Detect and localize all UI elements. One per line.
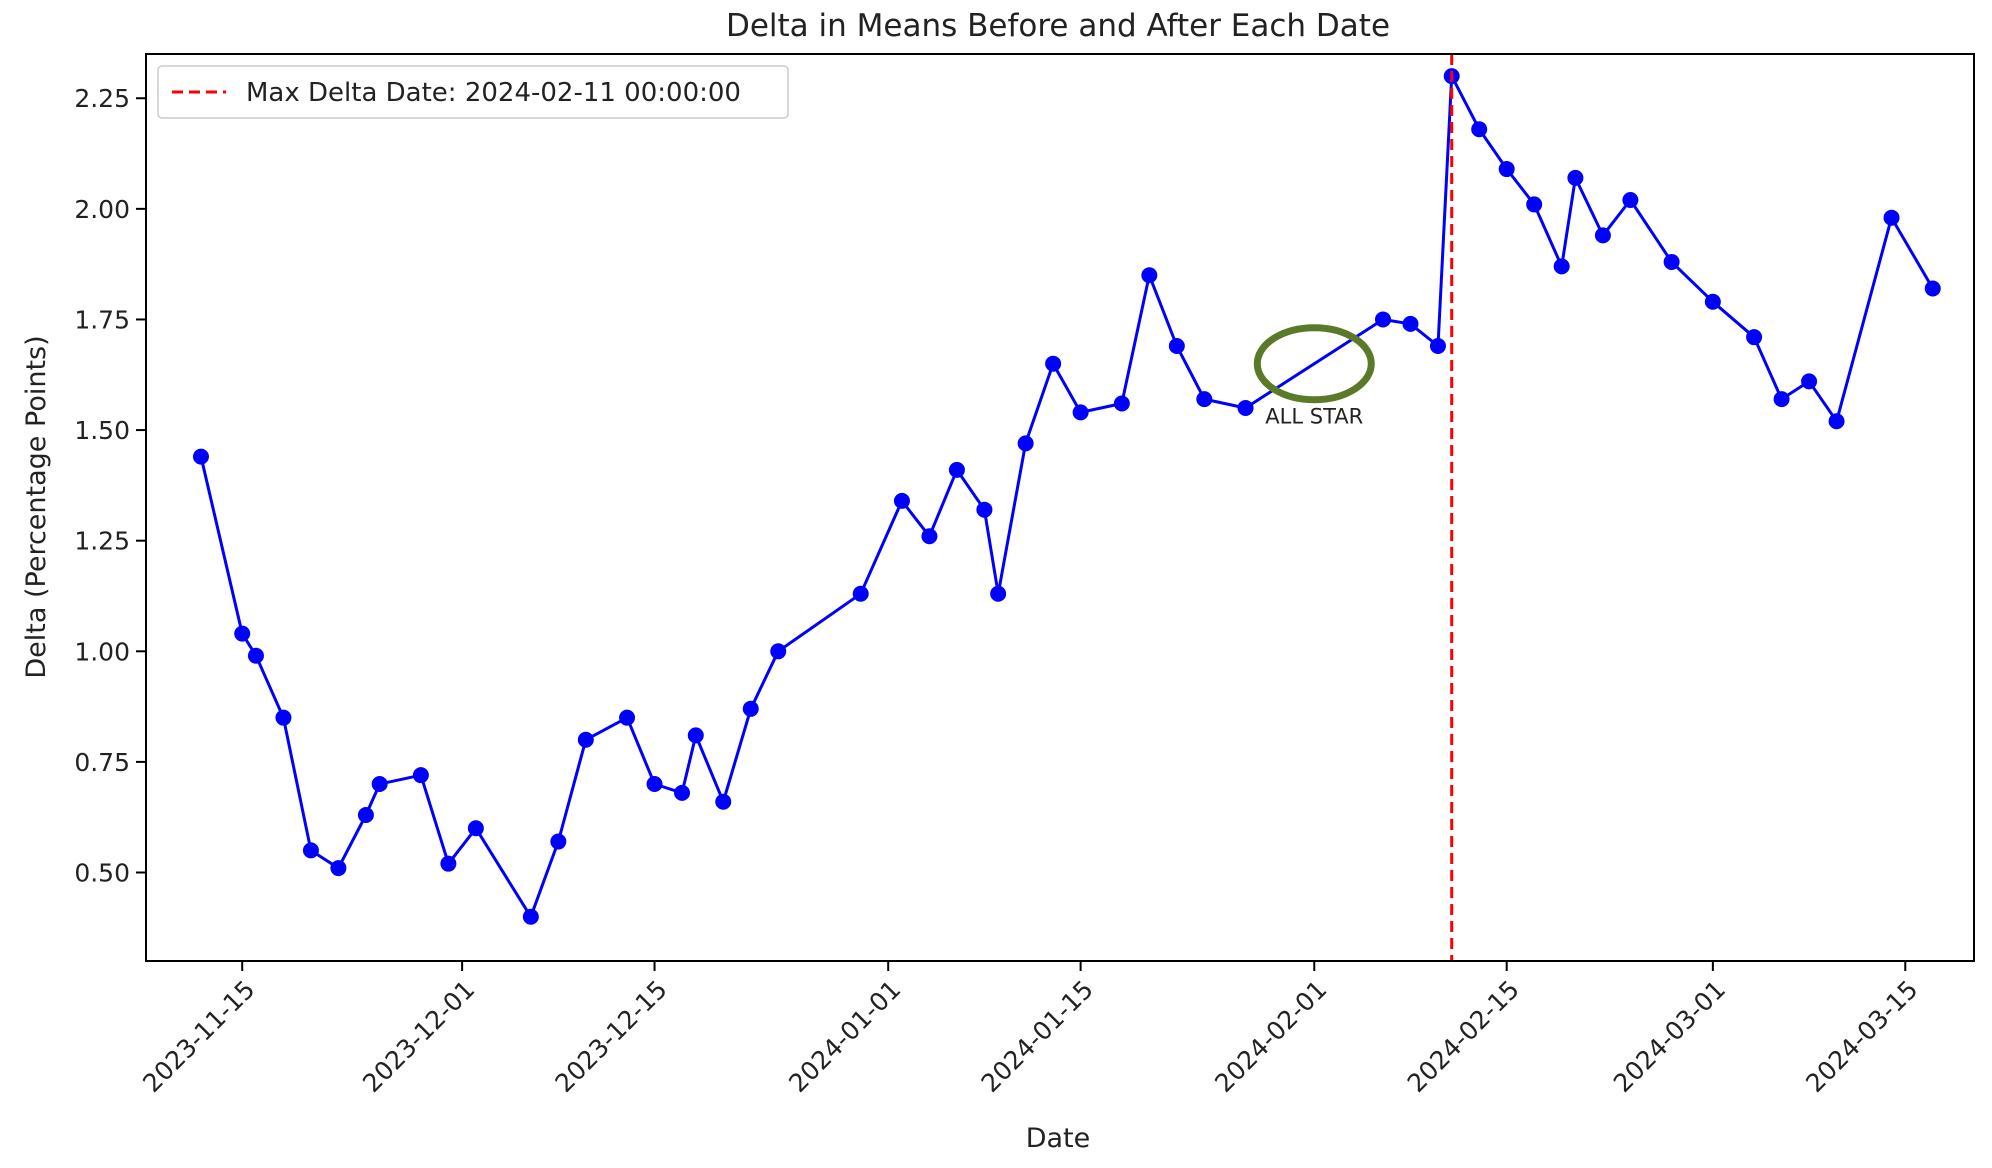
data-point [742, 700, 759, 717]
data-point [1622, 192, 1639, 209]
plot-frame [145, 53, 1975, 962]
x-tick-label: 2023-11-15 [137, 975, 260, 1098]
data-point [1801, 373, 1818, 390]
x-tick-label: 2023-12-01 [357, 975, 480, 1098]
data-point [1746, 329, 1763, 346]
data-point [770, 643, 787, 660]
data-point [715, 793, 732, 810]
data-point [674, 784, 691, 801]
data-point [948, 461, 965, 478]
data-point [619, 709, 636, 726]
data-point [1374, 311, 1391, 328]
data-point [990, 585, 1007, 602]
y-tick-label: 0.75 [74, 748, 130, 777]
y-tick-label: 2.25 [74, 84, 130, 113]
y-axis-label: Delta (Percentage Points) [21, 335, 52, 678]
data-point [893, 492, 910, 509]
x-ticks: 2023-11-15 2023-12-01 2023-12-15 2024-01-01… [137, 961, 1924, 1098]
legend: Max Delta Date: 2024-02-11 00:00:00 [157, 65, 789, 119]
data-point [550, 833, 567, 850]
x-tick-label: 2024-03-15 [1800, 975, 1923, 1098]
legend-label: Max Delta Date: 2024-02-11 00:00:00 [246, 78, 741, 108]
data-point [275, 709, 292, 726]
data-point [467, 820, 484, 837]
data-point [412, 767, 429, 784]
y-tick-label: 2.00 [74, 195, 130, 224]
data-point [302, 842, 319, 859]
data-series [192, 68, 1941, 925]
y-tick-label: 1.25 [74, 527, 130, 556]
x-tick-label: 2024-03-01 [1608, 975, 1731, 1098]
data-point [1113, 395, 1130, 412]
y-tick-label: 0.50 [74, 859, 130, 888]
y-tick-label: 1.75 [74, 305, 130, 334]
x-axis-label: Date [1026, 1123, 1091, 1154]
data-point [234, 625, 251, 642]
x-tick-label: 2023-12-15 [550, 975, 673, 1098]
data-point [1402, 315, 1419, 332]
data-point [1471, 121, 1488, 138]
y-tick-label: 1.00 [74, 637, 130, 666]
data-point [1045, 355, 1062, 372]
x-tick-label: 2024-01-01 [783, 975, 906, 1098]
data-point [1704, 293, 1721, 310]
data-point [1196, 391, 1213, 408]
data-point [1663, 253, 1680, 270]
data-point [646, 776, 663, 793]
legend-box [157, 65, 789, 119]
data-point [1498, 161, 1515, 178]
x-tick-label: 2024-02-15 [1402, 975, 1525, 1098]
y-gridlines-and-ticks: 0.50 0.75 1.00 1.25 1.50 1.75 2.00 2.25 [74, 84, 146, 888]
data-point [1237, 399, 1254, 416]
data-point [192, 448, 209, 465]
data-point [247, 647, 264, 664]
y-tick-label: 1.50 [74, 416, 130, 445]
data-point [522, 908, 539, 925]
x-tick-label: 2024-01-15 [976, 975, 1099, 1098]
chart-title: Delta in Means Before and After Each Dat… [726, 8, 1390, 44]
data-point [1526, 196, 1543, 213]
data-point [1017, 435, 1034, 452]
data-point [1072, 404, 1089, 421]
data-point [1553, 258, 1570, 275]
data-point [852, 585, 869, 602]
x-tick-label: 2024-02-01 [1209, 975, 1332, 1098]
data-point [330, 860, 347, 877]
data-point [371, 776, 388, 793]
series-line [199, 74, 1935, 919]
data-point [440, 855, 457, 872]
annotation-label: ALL STAR [1265, 405, 1363, 429]
data-point [921, 528, 938, 545]
annotation-group: ALL STAR [1253, 324, 1375, 429]
data-point [1141, 267, 1158, 284]
data-point [687, 727, 704, 744]
data-point [577, 731, 594, 748]
data-point [1773, 391, 1790, 408]
data-point [1594, 227, 1611, 244]
data-point [357, 806, 374, 823]
data-point [1429, 338, 1446, 355]
data-point [1168, 338, 1185, 355]
data-point [1828, 413, 1845, 430]
data-point [1883, 209, 1900, 226]
data-point [976, 501, 993, 518]
data-point [1924, 280, 1941, 297]
annotation-ellipse [1253, 324, 1375, 404]
data-point [1567, 169, 1584, 186]
